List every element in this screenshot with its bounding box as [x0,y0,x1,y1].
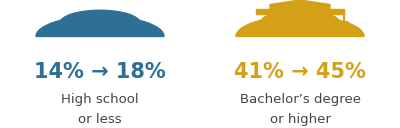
Text: High school: High school [61,93,139,106]
Text: 41% → 45%: 41% → 45% [234,62,366,82]
Circle shape [260,10,340,36]
Wedge shape [36,16,164,36]
Text: or higher: or higher [270,113,330,126]
Circle shape [60,10,140,36]
Text: Bachelor’s degree: Bachelor’s degree [240,93,360,106]
Text: or less: or less [78,113,122,126]
FancyBboxPatch shape [256,9,344,14]
Polygon shape [270,0,330,9]
Text: 14% → 18%: 14% → 18% [34,62,166,82]
Circle shape [339,22,349,25]
Wedge shape [236,16,364,36]
